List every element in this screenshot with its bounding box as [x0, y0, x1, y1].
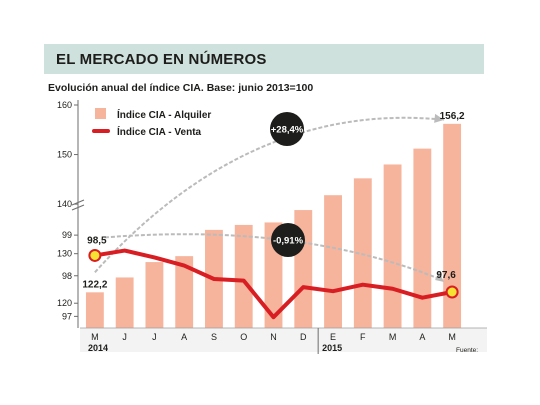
bar-alquiler — [145, 262, 164, 328]
change-bubble-alquiler — [270, 112, 304, 146]
data-label-alquiler-end: 156,2 — [440, 111, 465, 122]
legend-label-venta: Índice CIA - Venta — [117, 125, 202, 138]
x-tick-label: S — [211, 332, 217, 342]
x-tick-label: A — [181, 332, 187, 342]
trend-arrow-alquiler — [94, 116, 445, 273]
page-title: EL MERCADO EN NÚMEROS — [56, 51, 267, 68]
legend-label-alquiler: Índice CIA - Alquiler — [117, 108, 211, 121]
bar-alquiler — [115, 277, 134, 328]
tick-label-upper: 160 — [57, 100, 72, 110]
bar-alquiler — [413, 148, 432, 328]
tick-label-lower: 98 — [62, 271, 72, 281]
tick-label-upper: 140 — [57, 199, 72, 209]
x-tick-label: N — [270, 332, 277, 342]
x-tick-label: A — [419, 332, 425, 342]
bar-alquiler — [175, 256, 194, 328]
bar-alquiler — [234, 224, 253, 328]
axis-band — [80, 328, 487, 352]
change-bubble-venta — [271, 223, 305, 257]
tick-label-upper: 150 — [57, 150, 72, 160]
x-tick-label: J — [152, 332, 157, 342]
bar-alquiler — [443, 123, 462, 328]
line-venta — [92, 248, 455, 320]
x-tick-label: M — [91, 332, 99, 342]
year-label-2015: 2015 — [322, 343, 342, 353]
x-tick-label: E — [330, 332, 336, 342]
bar-alquiler — [383, 164, 402, 328]
data-label-alquiler-start: 122,2 — [82, 279, 107, 290]
data-label-venta-end: 97,6 — [436, 270, 456, 281]
legend-swatch-alquiler — [95, 108, 106, 119]
data-label-venta-start: 98,5 — [87, 235, 107, 246]
x-tick-label: D — [300, 332, 307, 342]
x-tick-label: M — [448, 332, 456, 342]
x-tick-label: J — [122, 332, 127, 342]
year-label-2014: 2014 — [88, 343, 108, 353]
x-tick-label: M — [389, 332, 397, 342]
bar-alquiler — [85, 292, 104, 328]
tick-label-upper: 130 — [57, 249, 72, 259]
change-label-venta: -0,91% — [273, 236, 304, 247]
chart-subtitle: Evolución anual del índice CIA. Base: ju… — [48, 82, 314, 94]
x-tick-label: F — [360, 332, 366, 342]
line-marker-venta — [88, 248, 102, 262]
line-marker-venta — [445, 285, 459, 299]
header-band: EL MERCADO EN NÚMEROS — [44, 44, 484, 74]
trend-arrowhead-alquiler — [434, 113, 445, 123]
source-label: Fuente: — [456, 347, 479, 354]
tick-label-lower: 97 — [62, 311, 72, 321]
bar-alquiler — [324, 195, 342, 328]
change-label-alquiler: +28,4% — [271, 125, 304, 136]
bar-alquiler — [353, 178, 372, 328]
tick-label-lower: 99 — [62, 230, 72, 240]
tick-label-upper: 120 — [57, 298, 72, 308]
trend-arrowhead-venta — [435, 272, 445, 282]
x-tick-label: O — [240, 332, 247, 342]
